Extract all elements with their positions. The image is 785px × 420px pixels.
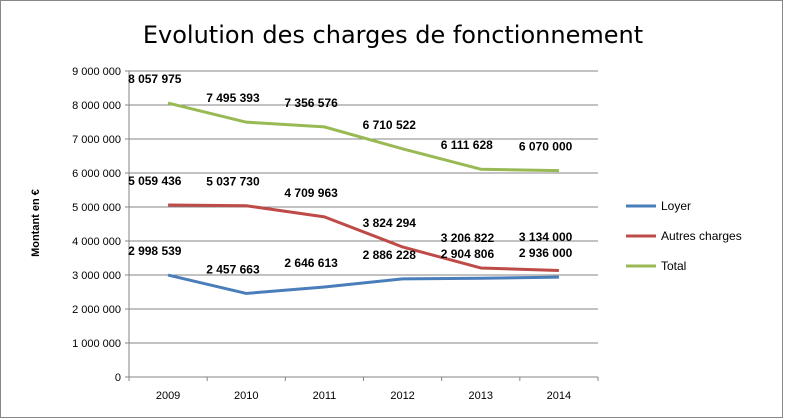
x-tick-label: 2012 <box>390 390 414 402</box>
data-label: 8 057 975 <box>128 72 182 86</box>
data-label: 2 936 000 <box>519 246 573 260</box>
x-tick-label: 2009 <box>156 390 180 402</box>
data-label: 4 709 963 <box>284 186 338 200</box>
data-label: 2 998 539 <box>128 244 182 258</box>
y-tick-label: 1 000 000 <box>72 338 121 350</box>
data-label: 7 356 576 <box>284 96 338 110</box>
data-label: 6 710 522 <box>363 118 417 132</box>
y-tick-label: 7 000 000 <box>72 134 121 146</box>
series-line-loyer <box>167 273 559 295</box>
y-tick-label: 5 000 000 <box>72 202 121 214</box>
data-label: 3 206 822 <box>441 231 495 245</box>
data-label: 6 111 628 <box>441 138 493 152</box>
y-tick-label: 8 000 000 <box>72 100 121 112</box>
x-tick-label: 2010 <box>234 390 258 402</box>
x-tick-label: 2014 <box>547 390 571 402</box>
data-label: 3 134 000 <box>519 230 573 244</box>
series-line-total <box>167 101 559 173</box>
data-label: 2 646 613 <box>284 256 338 270</box>
data-label: 7 495 393 <box>206 91 260 105</box>
y-tick-label: 9 000 000 <box>72 66 121 78</box>
data-label: 3 824 294 <box>363 216 417 230</box>
x-tick-label: 2013 <box>469 390 493 402</box>
chart-title: Evolution des charges de fonctionnement <box>143 21 643 49</box>
data-label: 2 457 663 <box>206 262 260 276</box>
series-line-autres-charges <box>168 203 559 272</box>
legend-entry: Autres charges <box>661 229 742 243</box>
legend-entry: Loyer <box>661 199 691 213</box>
legend-entry: Total <box>661 259 686 273</box>
y-tick-label: 4 000 000 <box>72 236 121 248</box>
data-label: 2 904 806 <box>441 247 495 261</box>
x-tick-label: 2011 <box>313 390 337 402</box>
y-tick-label: 2 000 000 <box>72 304 121 316</box>
data-label: 2 886 228 <box>363 248 417 262</box>
data-label: 5 059 436 <box>128 174 182 188</box>
y-tick-label: 3 000 000 <box>72 270 121 282</box>
data-label: 5 037 730 <box>206 175 260 189</box>
y-tick-label: 0 <box>115 372 121 384</box>
y-axis-label: Montant en € <box>30 189 42 257</box>
y-tick-label: 6 000 000 <box>72 168 121 180</box>
data-label: 6 070 000 <box>519 140 573 154</box>
